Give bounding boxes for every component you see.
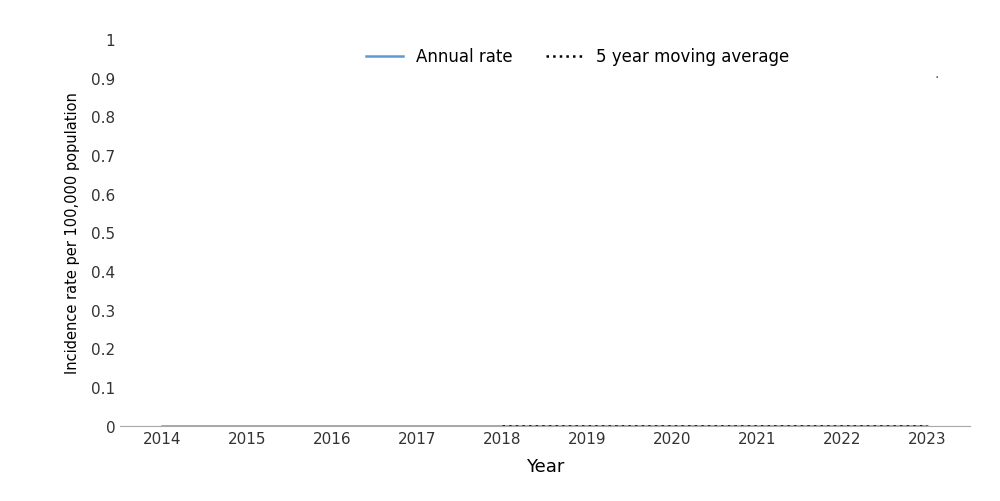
X-axis label: Year: Year bbox=[526, 457, 564, 475]
Text: .: . bbox=[935, 67, 939, 81]
Legend: Annual rate, 5 year moving average: Annual rate, 5 year moving average bbox=[366, 49, 790, 66]
Y-axis label: Incidence rate per 100,000 population: Incidence rate per 100,000 population bbox=[65, 92, 80, 374]
